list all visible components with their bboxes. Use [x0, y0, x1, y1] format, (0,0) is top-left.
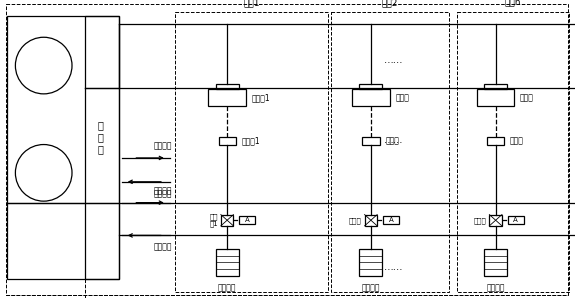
Bar — [508, 216, 524, 224]
Text: 地暖盘管: 地暖盘管 — [486, 283, 505, 292]
Text: 室内机: 室内机 — [396, 93, 409, 102]
Text: A: A — [513, 217, 518, 223]
Bar — [216, 249, 239, 276]
Bar — [365, 215, 377, 226]
Text: 冷媒方向: 冷媒方向 — [154, 142, 172, 150]
Text: 室内机1: 室内机1 — [252, 93, 270, 102]
Text: 电磁陀: 电磁陀 — [349, 217, 362, 224]
Bar — [487, 137, 504, 145]
Bar — [85, 16, 119, 279]
Text: ……: …… — [384, 262, 404, 272]
Text: 冷媒方向: 冷媒方向 — [154, 189, 172, 198]
Bar — [331, 12, 449, 292]
Bar — [175, 12, 328, 292]
Text: 线控器: 线控器 — [510, 136, 524, 145]
Bar — [362, 137, 380, 145]
Bar — [221, 215, 233, 226]
Bar — [477, 89, 515, 106]
Bar — [216, 84, 239, 89]
Bar — [359, 84, 382, 89]
Text: 水路方向: 水路方向 — [154, 186, 172, 195]
Bar — [352, 89, 390, 106]
Bar — [484, 249, 507, 276]
Bar — [209, 89, 246, 106]
Bar — [218, 137, 236, 145]
Text: 室
外
机: 室 外 机 — [98, 120, 103, 154]
Bar — [484, 84, 507, 89]
Bar — [457, 12, 569, 292]
Text: 地暖盘管: 地暖盘管 — [362, 283, 380, 292]
Bar — [383, 216, 399, 224]
Text: 线控器: 线控器 — [385, 136, 399, 145]
Text: 房间1: 房间1 — [243, 0, 260, 7]
Text: 线控全1: 线控全1 — [242, 136, 260, 145]
Text: 房闺n: 房闺n — [505, 0, 522, 7]
Bar — [7, 16, 119, 279]
Text: 水路方呡: 水路方呡 — [154, 243, 172, 252]
Bar — [239, 216, 255, 224]
Text: 电磁陀: 电磁陀 — [474, 217, 486, 224]
Text: 电磁
锸1: 电磁 锸1 — [209, 213, 218, 227]
Text: 地暖盘管: 地暖盘管 — [218, 283, 236, 292]
Bar — [359, 249, 382, 276]
Text: A: A — [389, 217, 393, 223]
Text: A: A — [245, 217, 250, 223]
Text: 房间2: 房间2 — [381, 0, 398, 7]
Text: ……: …… — [384, 55, 404, 65]
Text: 室内机: 室内机 — [520, 93, 534, 102]
Bar — [489, 215, 502, 226]
Text: ……: …… — [384, 135, 404, 145]
